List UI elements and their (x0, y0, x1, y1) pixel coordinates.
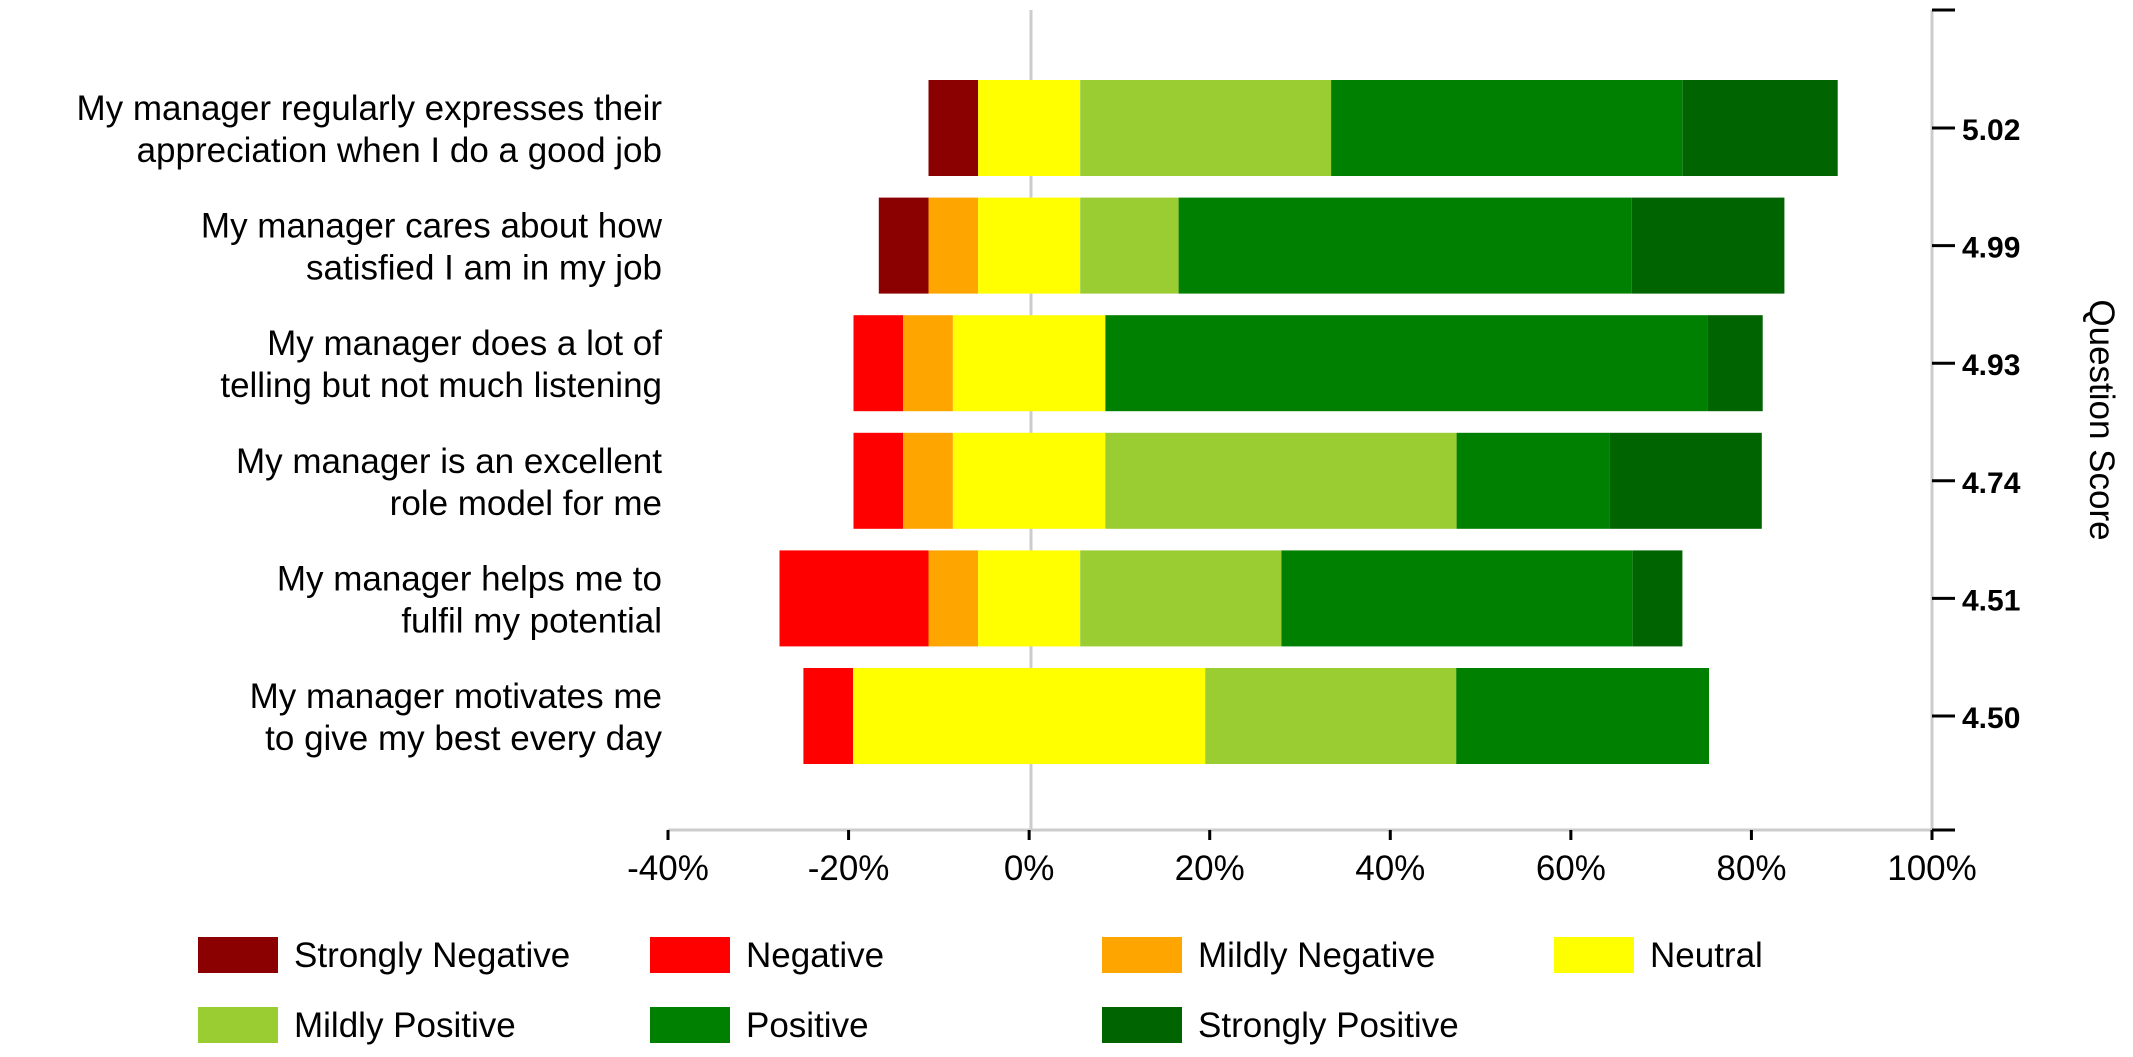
x-tick-label: 40% (1355, 849, 1425, 888)
legend-swatch (1554, 937, 1634, 973)
bar-segment-mildly-negative (928, 550, 979, 647)
legend-label: Strongly Positive (1198, 1006, 1459, 1045)
category-label: My manager is an excellent role model for… (236, 442, 662, 523)
bar-segment-negative (779, 550, 929, 647)
bar-segment-positive (1105, 315, 1708, 412)
legend-label: Neutral (1650, 936, 1763, 975)
bar-segment-strongly-positive (1609, 432, 1762, 529)
bar-segment-negative (803, 668, 854, 764)
bar-segment-strongly-negative (928, 80, 979, 176)
x-tick-label: 20% (1175, 849, 1245, 888)
legend-swatch (650, 1007, 730, 1043)
question-score-value: 4.74 (1962, 467, 2021, 500)
bar-segment-neutral (978, 80, 1081, 176)
bar-segment-strongly-positive (1632, 550, 1683, 647)
legend-label: Mildly Positive (294, 1006, 516, 1045)
question-score-value: 4.51 (1962, 584, 2020, 617)
bar-segment-mildly-positive (1205, 668, 1457, 764)
category-label: My manager regularly expresses their appr… (76, 89, 662, 170)
category-label: My manager cares about how satisfied I am… (201, 207, 663, 288)
bar-segment-strongly-positive (1707, 315, 1763, 412)
bar-segment-mildly-positive (1080, 197, 1179, 294)
question-score-value: 4.99 (1962, 232, 2020, 265)
x-tick-label: 100% (1887, 849, 1977, 888)
x-tick-label: 0% (1004, 849, 1055, 888)
question-score-value: 4.50 (1962, 702, 2020, 735)
bar-segment-strongly-positive (1631, 197, 1785, 294)
bar-segment-neutral (978, 197, 1081, 294)
bar-segment-neutral (952, 315, 1106, 412)
x-axis-ticks: -40% -20% 0% 20% 40% 60% 80% 100% (627, 830, 1977, 888)
x-tick-label: -40% (627, 849, 709, 888)
legend: Strongly Negative Negative Mildly Negative… (198, 936, 1763, 1045)
bar-segment-strongly-negative (878, 197, 929, 294)
legend-swatch (650, 937, 730, 973)
bar-segment-mildly-negative (928, 197, 979, 294)
bar-segment-positive (1178, 197, 1632, 294)
legend-label: Strongly Negative (294, 936, 570, 975)
category-labels: My manager regularly expresses their appr… (76, 89, 662, 758)
legend-label: Mildly Negative (1198, 936, 1435, 975)
bar-segment-mildly-positive (1080, 550, 1282, 647)
category-label: My manager motivates me to give my best e… (250, 677, 663, 758)
x-tick-label: 60% (1536, 849, 1606, 888)
bar-segment-mildly-negative (903, 315, 953, 412)
bar-segment-mildly-negative (903, 432, 953, 529)
category-label: My manager does a lot of telling but not … (220, 324, 662, 405)
bar-segment-negative (853, 432, 904, 529)
legend-swatch (1102, 937, 1182, 973)
bars-layer (779, 80, 1838, 764)
category-label: My manager helps me to fulfil my potentia… (277, 559, 662, 640)
legend-swatch (1102, 1007, 1182, 1043)
bar-segment-positive (1456, 432, 1610, 529)
question-score-value: 4.93 (1962, 349, 2020, 382)
bar-segment-neutral (952, 432, 1106, 529)
legend-swatch (198, 937, 278, 973)
bar-segment-mildly-positive (1105, 432, 1457, 529)
bar-segment-positive (1331, 80, 1683, 176)
x-tick-label: 80% (1716, 849, 1786, 888)
bar-segment-mildly-positive (1080, 80, 1332, 176)
bar-segment-strongly-positive (1682, 80, 1838, 176)
bar-segment-negative (853, 315, 904, 412)
x-tick-label: -20% (808, 849, 890, 888)
legend-label: Negative (746, 936, 884, 975)
bar-segment-neutral (853, 668, 1206, 764)
question-score-labels: 5.02 4.99 4.93 4.74 4.51 4.50 (1932, 114, 2021, 735)
question-score-axis-title: Question Score (2082, 299, 2121, 540)
question-score-value: 5.02 (1962, 114, 2020, 147)
legend-label: Positive (746, 1006, 869, 1045)
legend-swatch (198, 1007, 278, 1043)
bar-segment-positive (1281, 550, 1633, 647)
bar-segment-neutral (978, 550, 1081, 647)
bar-segment-positive (1456, 668, 1709, 764)
